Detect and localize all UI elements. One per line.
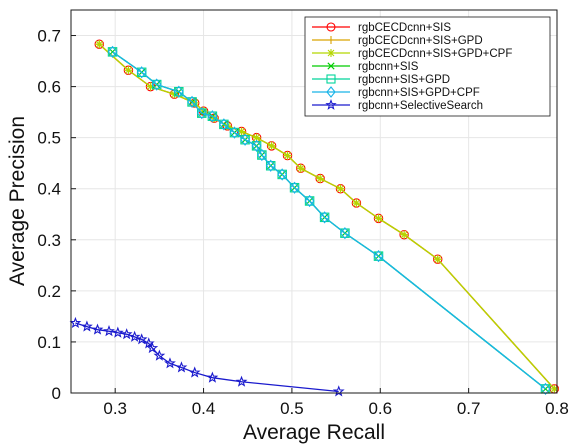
legend-item: rgbCECDcnn+SIS+GPD [312, 35, 483, 47]
legend-label: rgbcnn+SelectiveSearch [358, 100, 483, 112]
data-point-marker [69, 316, 82, 329]
data-point-marker [124, 66, 133, 75]
data-point-marker [107, 45, 118, 59]
data-point-marker [399, 230, 409, 239]
data-point-marker [277, 168, 288, 181]
x-tick-label: 0.8 [545, 399, 569, 418]
data-point-marker [256, 148, 267, 162]
data-point-marker [207, 110, 218, 123]
x-axis-ticks: 0.3 0.4 0.5 0.6 0.7 0.8 [103, 388, 569, 418]
data-point-marker [240, 133, 250, 146]
legend-label: rgbCECDcnn+SIS [358, 22, 451, 34]
data-point-marker [91, 323, 104, 335]
data-point-marker [374, 214, 383, 223]
legend-label: rgbcnn+SIS+GPD+CPF [358, 87, 480, 99]
data-point-marker [540, 382, 551, 396]
legend-item: rgbcnn+SIS+GPD [312, 74, 450, 86]
x-tick-label: 0.3 [103, 399, 127, 418]
data-point-marker [326, 74, 336, 84]
series-rgbcnn+SIS+GPD+CPF [107, 45, 551, 396]
data-point-marker [327, 49, 335, 57]
data-point-marker [550, 384, 559, 394]
data-point-marker [146, 341, 159, 354]
legend: rgbCECDcnn+SISrgbCECDcnn+SIS+GPDrgbCECDc… [304, 16, 551, 117]
data-point-marker [187, 95, 197, 109]
data-point-marker [289, 181, 300, 194]
data-point-marker [319, 211, 330, 224]
y-tick-label: 0 [52, 384, 61, 403]
data-point-marker [120, 328, 133, 340]
data-point-marker [352, 198, 361, 208]
data-point-marker [206, 371, 219, 383]
y-tick-label: 0.3 [37, 231, 61, 250]
data-point-marker [218, 118, 229, 131]
x-axis-title: Average Recall [243, 421, 385, 444]
legend-label: rgbcnn+SIS [358, 61, 419, 73]
y-tick-label: 0.7 [37, 27, 61, 46]
data-point-marker [304, 194, 315, 208]
data-point-marker [136, 66, 147, 79]
legend-item: rgbcnn+SIS [312, 61, 419, 73]
data-point-marker [327, 62, 335, 70]
data-point-marker [164, 357, 176, 369]
data-point-marker [327, 36, 335, 44]
y-axis-title: Average Precision [6, 116, 29, 286]
data-point-marker [235, 375, 248, 387]
data-point-marker [95, 40, 104, 49]
data-point-marker [151, 78, 162, 91]
data-point-marker [315, 174, 325, 183]
legend-label: rgbCECDcnn+SIS+GPD+CPF [358, 48, 512, 60]
data-point-marker [283, 151, 292, 160]
data-point-marker [128, 330, 141, 342]
y-tick-label: 0.2 [37, 282, 61, 301]
data-point-marker [237, 127, 246, 136]
data-point-marker [325, 99, 337, 110]
data-point-marker [251, 139, 262, 152]
data-point-marker [326, 86, 336, 98]
data-point-marker [433, 255, 442, 264]
data-point-marker [265, 159, 276, 172]
x-tick-label: 0.6 [368, 399, 392, 418]
data-point-marker [373, 250, 384, 263]
y-tick-label: 0.5 [37, 129, 61, 148]
data-point-marker [103, 325, 115, 337]
plot-border [70, 9, 558, 394]
data-point-marker [267, 141, 276, 151]
legend-item: rgbCECDcnn+SIS+GPD+CPF [312, 48, 512, 60]
y-tick-label: 0.4 [37, 180, 61, 199]
data-point-marker [142, 337, 155, 349]
data-point-marker [175, 361, 188, 373]
y-tick-label: 0.1 [37, 333, 61, 352]
data-point-marker [188, 366, 201, 378]
data-point-marker [252, 133, 261, 142]
legend-item: rgbcnn+SIS+GPD+CPF [312, 86, 480, 99]
y-tick-label: 0.6 [37, 78, 61, 97]
data-point-marker [190, 98, 199, 108]
data-point-marker [111, 326, 124, 338]
data-point-marker [229, 126, 240, 139]
data-point-marker [296, 164, 305, 173]
data-point-marker [135, 333, 148, 345]
legend-item: rgbCECDcnn+SIS [312, 22, 451, 34]
data-point-marker [336, 184, 345, 193]
x-tick-label: 0.7 [457, 399, 481, 418]
data-point-marker [81, 320, 93, 332]
legend-label: rgbcnn+SIS+GPD [358, 74, 450, 86]
x-tick-label: 0.5 [280, 399, 304, 418]
legend-item: rgbcnn+SelectiveSearch [312, 99, 483, 112]
data-point-marker [173, 85, 184, 98]
data-point-marker [340, 227, 350, 240]
data-point-marker [326, 22, 336, 32]
legend-label: rgbCECDcnn+SIS+GPD [358, 35, 483, 47]
data-point-marker [196, 107, 207, 120]
data-point-marker [146, 82, 155, 91]
x-tick-label: 0.4 [192, 399, 216, 418]
data-point-marker [153, 349, 166, 361]
y-axis-ticks: 0 0.1 0.2 0.3 0.4 0.5 0.6 0.7 [37, 27, 76, 403]
